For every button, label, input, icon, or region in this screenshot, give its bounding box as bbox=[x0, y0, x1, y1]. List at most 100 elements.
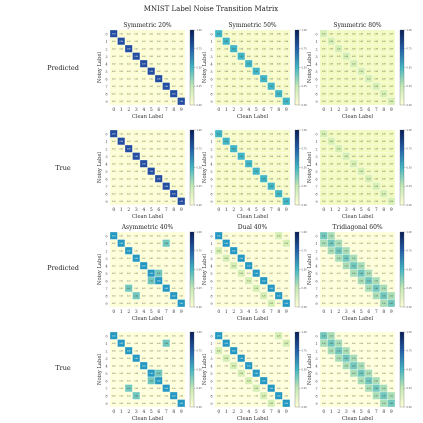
cell-value: 0.01 bbox=[359, 288, 363, 290]
colorbar-tick-label: 0.75 bbox=[302, 250, 308, 253]
cell-value: 0.06 bbox=[247, 34, 251, 36]
cell-value: 0.00 bbox=[172, 388, 176, 390]
cell-value: 0.01 bbox=[224, 288, 228, 290]
cell-value: 0.02 bbox=[127, 71, 131, 73]
x-tick-label: 4 bbox=[352, 107, 355, 113]
cell-value: 0.00 bbox=[172, 373, 176, 375]
cell-value: 0.50 bbox=[284, 201, 288, 203]
cell-value: 0.30 bbox=[359, 366, 363, 368]
cell-value: 0.06 bbox=[269, 171, 273, 173]
x-tick-label: 4 bbox=[352, 207, 355, 213]
cell-value: 0.01 bbox=[254, 303, 258, 305]
cell-value: 0.01 bbox=[239, 303, 243, 305]
cell-value: 0.01 bbox=[127, 303, 131, 305]
y-tick-label: 8 bbox=[315, 394, 317, 398]
cell-value: 0.02 bbox=[157, 49, 161, 51]
cell-value: 0.02 bbox=[134, 64, 138, 66]
cell-value: 0.02 bbox=[142, 149, 146, 151]
x-tick-label: 1 bbox=[225, 409, 228, 415]
cell-value: 0.01 bbox=[277, 243, 281, 245]
cell-value: 0.80 bbox=[172, 94, 176, 96]
cell-value: 0.01 bbox=[322, 266, 326, 268]
colorbar-tick-label: 0.50 bbox=[197, 166, 203, 169]
cell-value: 0.00 bbox=[367, 358, 371, 360]
cell-value: 0.00 bbox=[239, 388, 243, 390]
cell-value: 0.00 bbox=[127, 336, 131, 338]
cell-value: 0.40 bbox=[352, 266, 356, 268]
x-axis-label: Clean Label bbox=[237, 214, 269, 220]
y-tick-label: 4 bbox=[315, 62, 317, 66]
cell-value: 0.00 bbox=[337, 366, 341, 368]
cell-value: 0.01 bbox=[247, 258, 251, 260]
cell-value: 0.20 bbox=[374, 186, 378, 188]
cell-value: 0.06 bbox=[254, 201, 258, 203]
cell-value: 0.60 bbox=[142, 266, 146, 268]
cell-value: 0.01 bbox=[142, 303, 146, 305]
x-tick-label: 0 bbox=[217, 409, 220, 415]
cell-value: 0.01 bbox=[119, 266, 123, 268]
x-tick-label: 8 bbox=[382, 207, 385, 213]
cell-value: 0.09 bbox=[374, 164, 378, 166]
cell-value: 0.06 bbox=[269, 56, 273, 58]
x-tick-label: 7 bbox=[165, 309, 168, 315]
cell-value: 0.00 bbox=[359, 396, 363, 398]
cell-value: 0.02 bbox=[119, 64, 123, 66]
cell-value: 0.09 bbox=[344, 194, 348, 196]
y-tick-label: 9 bbox=[315, 100, 317, 104]
cell-value: 0.02 bbox=[179, 156, 183, 158]
x-tick-label: 4 bbox=[247, 207, 250, 213]
cell-value: 0.00 bbox=[112, 388, 116, 390]
cell-value: 0.09 bbox=[359, 156, 363, 158]
colorbar-tick-label: 0.25 bbox=[407, 287, 413, 290]
cell-value: 0.06 bbox=[239, 186, 243, 188]
cell-value: 0.06 bbox=[239, 41, 243, 43]
cell-value: 0.80 bbox=[142, 164, 146, 166]
cell-value: 0.06 bbox=[254, 86, 258, 88]
cell-value: 0.30 bbox=[382, 288, 386, 290]
cell-value: 0.01 bbox=[172, 236, 176, 238]
x-tick-label: 2 bbox=[337, 409, 340, 415]
colorbar bbox=[294, 231, 300, 308]
cell-value: 0.06 bbox=[284, 179, 288, 181]
cell-value: 0.09 bbox=[337, 156, 341, 158]
cell-value: 0.06 bbox=[277, 149, 281, 151]
cell-value: 0.01 bbox=[247, 243, 251, 245]
cell-value: 0.02 bbox=[127, 79, 131, 81]
cell-value: 0.02 bbox=[164, 156, 168, 158]
cell-value: 0.80 bbox=[157, 179, 161, 181]
y-tick-label: 1 bbox=[210, 242, 212, 246]
cell-value: 0.02 bbox=[149, 186, 153, 188]
cell-value: 0.02 bbox=[149, 156, 153, 158]
cell-value: 0.00 bbox=[337, 373, 341, 375]
cell-value: 0.06 bbox=[232, 134, 236, 136]
cell-value: 0.00 bbox=[142, 351, 146, 353]
cell-value: 0.02 bbox=[127, 34, 131, 36]
colorbar bbox=[294, 331, 300, 408]
cell-value: 0.02 bbox=[179, 41, 183, 43]
cell-value: 0.09 bbox=[382, 141, 386, 143]
cell-value: 0.06 bbox=[224, 64, 228, 66]
cell-value: 0.09 bbox=[374, 171, 378, 173]
colorbar-tick-label: 0.25 bbox=[197, 287, 203, 290]
cell-value: 0.06 bbox=[217, 86, 221, 88]
cell-value: 0.01 bbox=[322, 296, 326, 298]
cell-value: 0.06 bbox=[269, 194, 273, 196]
cell-value: 0.09 bbox=[359, 41, 363, 43]
colorbar-tick-label: 1.00 bbox=[197, 129, 203, 132]
cell-value: 0.00 bbox=[254, 343, 258, 345]
cell-value: 0.06 bbox=[254, 101, 258, 103]
cell-value: 0.06 bbox=[254, 64, 258, 66]
cell-value: 0.06 bbox=[232, 194, 236, 196]
x-tick-label: 7 bbox=[165, 107, 168, 113]
cell-value: 0.02 bbox=[112, 56, 116, 58]
colorbar-tick-label: 0.75 bbox=[302, 148, 308, 151]
cell-value: 0.01 bbox=[344, 243, 348, 245]
cell-value: 0.06 bbox=[224, 164, 228, 166]
cell-value: 0.20 bbox=[254, 288, 258, 290]
cell-value: 0.20 bbox=[374, 86, 378, 88]
cell-value: 0.60 bbox=[232, 251, 236, 253]
x-tick-label: 5 bbox=[360, 309, 363, 315]
cell-value: 0.02 bbox=[157, 41, 161, 43]
colorbar-tick-label: 1.00 bbox=[197, 231, 203, 234]
cell-value: 0.06 bbox=[284, 141, 288, 143]
